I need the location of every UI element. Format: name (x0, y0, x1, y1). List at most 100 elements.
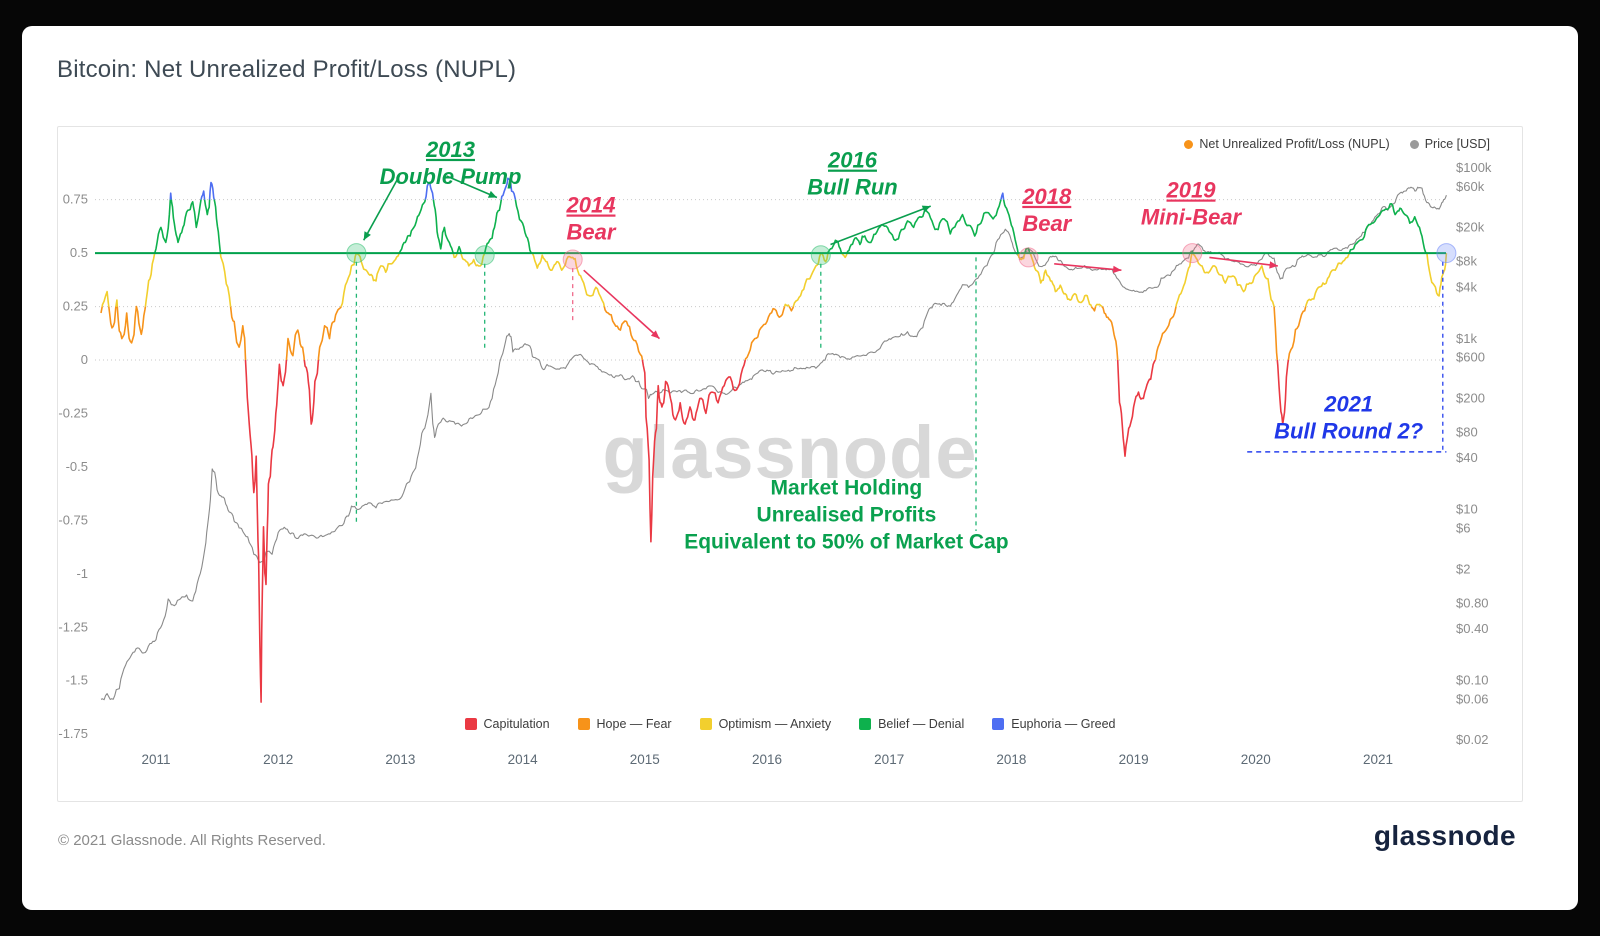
x-axis-tick: 2020 (1241, 752, 1271, 767)
nupl-line (153, 198, 1428, 254)
legend-item-capitulation[interactable]: Capitulation (464, 717, 550, 731)
x-axis-tick: 2015 (630, 752, 660, 767)
annotation-2019-mini-bear: 2019 Mini-Bear (1141, 178, 1243, 230)
annotation-marker-circle (1436, 243, 1457, 264)
chart-canvas[interactable]: 0.75 0.5 0.25 0 -0.25 -0.5 -0.75 -1 -1.25 -1.5 -1.… (58, 127, 1522, 801)
annotation-arrow-head (1112, 265, 1122, 274)
annotation-arrow-line (1209, 256, 1278, 267)
y-axis-tick-right: $0.40 (1456, 621, 1489, 636)
y-axis-tick-right: $6 (1456, 521, 1470, 536)
y-axis-tick-left: -1.5 (66, 673, 88, 688)
y-axis-tick-left: 0.25 (63, 299, 88, 314)
y-axis-tick-left: 0.75 (63, 192, 88, 207)
y-axis-tick-left: -1.25 (58, 619, 88, 634)
chart-legend-top: Net Unrealized Profit/Loss (NUPL) Price [… (1184, 137, 1490, 151)
legend-label: Net Unrealized Profit/Loss (NUPL) (1199, 137, 1390, 151)
page-title: Bitcoin: Net Unrealized Profit/Loss (NUP… (57, 56, 517, 83)
annotation-2014-bear: 2014 Bear (566, 193, 617, 245)
y-axis-tick-right: $20k (1456, 220, 1485, 235)
chart-panel: glassnode 0.75 0.5 0.25 0 -0.25 -0.5 -0.75 -1 -1… (57, 126, 1523, 802)
legend-item-belief-denial[interactable]: Belief — Denial (859, 717, 964, 731)
legend-label: Belief — Denial (878, 717, 965, 731)
x-axis-tick: 2016 (752, 752, 782, 767)
nupl-line (169, 177, 1005, 200)
optimism-anxiety-swatch-icon (699, 718, 712, 730)
price-legend-dot-icon (1409, 139, 1419, 149)
y-axis-tick-right: $0.02 (1456, 732, 1489, 747)
annotation-arrow-line (446, 175, 498, 199)
belief-denial-swatch-icon (859, 718, 872, 730)
y-axis-tick-left: -0.25 (58, 405, 88, 420)
y-axis-tick-right: $40 (1456, 450, 1478, 465)
x-axis-tick: 2013 (385, 752, 415, 767)
x-axis-tick: 2019 (1119, 752, 1149, 767)
annotation-arrow-head (1269, 261, 1278, 269)
annotation-arrow-line (583, 269, 661, 340)
annotation-arrow-head (487, 190, 497, 198)
y-axis-tick-right: $600 (1456, 350, 1485, 365)
hope-fear-swatch-icon (577, 718, 590, 730)
annotation-marker-circle (346, 243, 367, 264)
y-axis-tick-right: $4k (1456, 279, 1477, 294)
legend-item-price[interactable]: Price [USD] (1409, 137, 1490, 151)
legend-label: Euphoria — Greed (1011, 717, 1116, 731)
legend-label: Price [USD] (1424, 137, 1490, 151)
annotation-2021-bull-round-2: 2021 Bull Round 2? (1274, 391, 1423, 443)
capitulation-swatch-icon (464, 718, 477, 730)
y-axis-tick-left: -1.75 (58, 726, 88, 741)
y-axis-tick-right: $0.80 (1456, 595, 1489, 610)
annotation-market-holding: Market Holding Unrealised Profits Equivale… (684, 477, 1008, 554)
annotation-marker-circle (810, 245, 831, 266)
annotation-arrow-line (362, 175, 400, 241)
y-axis-tick-right: $80 (1456, 425, 1478, 440)
legend-item-optimism-anxiety[interactable]: Optimism — Anxiety (699, 717, 832, 731)
price-line (100, 186, 1447, 701)
watermark: glassnode (602, 411, 978, 494)
annotation-2016-bull-run: 2016 Bull Run (807, 148, 897, 200)
nupl-line (244, 359, 1290, 703)
x-axis-tick: 2011 (141, 752, 170, 767)
page-background: Bitcoin: Net Unrealized Profit/Loss (NUP… (22, 26, 1578, 910)
y-axis-tick-right: $100k (1456, 160, 1492, 175)
y-axis-tick-right: $1k (1456, 331, 1477, 346)
annotation-marker-circle (1018, 247, 1039, 268)
annotation-marker-circle (474, 245, 495, 266)
legend-item-euphoria-greed[interactable]: Euphoria — Greed (992, 717, 1115, 731)
legend-label: Optimism — Anxiety (718, 717, 832, 731)
y-axis-tick-right: $10 (1456, 502, 1478, 517)
annotation-arrow-head (921, 205, 931, 213)
nupl-legend-dot-icon (1184, 139, 1194, 149)
nupl-line (100, 305, 1307, 361)
annotation-marker-circle (562, 249, 583, 270)
legend-label: Capitulation (483, 717, 550, 731)
y-axis-tick-left: -1 (76, 566, 88, 581)
y-axis-tick-right: $200 (1456, 391, 1485, 406)
y-axis-tick-left: 0 (81, 352, 88, 367)
footer-copyright: © 2021 Glassnode. All Rights Reserved. (58, 832, 326, 849)
y-axis-tick-right: $60k (1456, 179, 1485, 194)
y-axis-tick-left: -0.5 (66, 459, 88, 474)
x-axis-tick: 2018 (996, 752, 1026, 767)
y-axis-tick-right: $0.06 (1456, 691, 1489, 706)
annotation-2018-bear: 2018 Bear (1021, 184, 1072, 236)
annotation-arrow-head (363, 231, 371, 241)
y-axis-tick-right: $2 (1456, 561, 1470, 576)
chart-legend-bottom: Capitulation Hope — Fear Optimism — Anxiet… (58, 717, 1522, 731)
legend-item-nupl[interactable]: Net Unrealized Profit/Loss (NUPL) (1184, 137, 1390, 151)
annotation-arrow-line (830, 205, 931, 246)
legend-label: Hope — Fear (596, 717, 672, 731)
annotation-arrow-head (650, 330, 660, 339)
x-axis-tick: 2012 (263, 752, 293, 767)
annotation-marker-circle (1182, 243, 1203, 264)
nupl-line (101, 252, 1448, 308)
euphoria-greed-swatch-icon (992, 718, 1005, 730)
legend-item-hope-fear[interactable]: Hope — Fear (577, 717, 672, 731)
y-axis-tick-right: $8k (1456, 254, 1477, 269)
annotation-arrow-line (1054, 263, 1122, 271)
y-axis-tick-left: 0.5 (70, 245, 88, 260)
annotation-2013-double-pump: 2013 Double Pump (380, 137, 522, 189)
y-axis-tick-left: -0.75 (58, 512, 88, 527)
y-axis-tick-right: $0.10 (1456, 672, 1489, 687)
x-axis-tick: 2021 (1363, 752, 1393, 767)
